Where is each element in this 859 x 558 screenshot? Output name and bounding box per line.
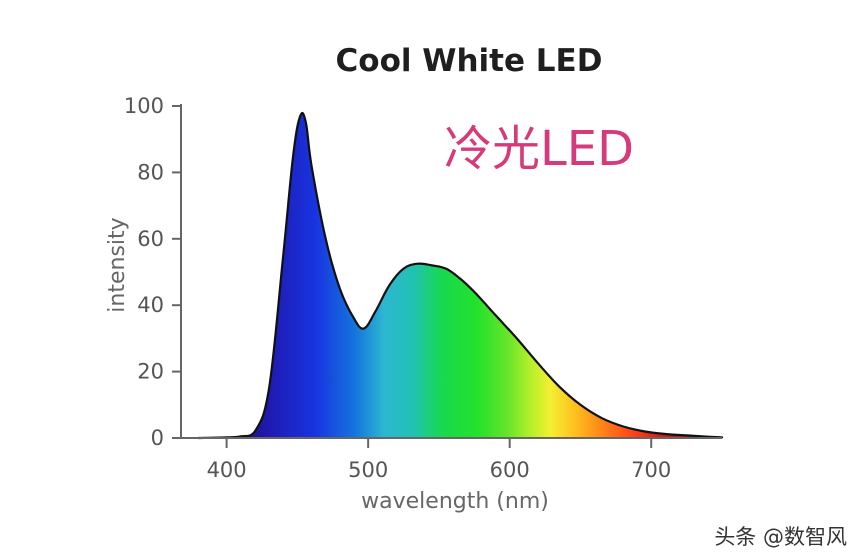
spectrum-area	[198, 113, 722, 439]
y-tick-label: 100	[124, 94, 164, 118]
spectrum-curve	[197, 111, 724, 440]
x-tick-label: 600	[490, 458, 530, 482]
axes: 0 20 40 60 80 100 400 500 600 700	[124, 94, 722, 482]
y-tick-label: 20	[137, 360, 164, 384]
x-tick-label: 700	[631, 458, 671, 482]
y-tick-label: 40	[137, 293, 164, 317]
y-tick-label: 80	[137, 160, 164, 184]
y-tick-label: 60	[137, 227, 164, 251]
x-tick-label: 400	[207, 458, 247, 482]
y-axis-label: intensity	[105, 217, 130, 312]
plot-area	[197, 111, 724, 440]
watermark-text: 头条 @数智风	[714, 525, 847, 549]
x-axis-label: wavelength (nm)	[361, 489, 549, 514]
chart-title: Cool White LED	[336, 43, 603, 79]
x-tick-label: 500	[348, 458, 388, 482]
y-tick-label: 0	[151, 426, 164, 450]
overlay-label: 冷光LED	[444, 121, 634, 177]
